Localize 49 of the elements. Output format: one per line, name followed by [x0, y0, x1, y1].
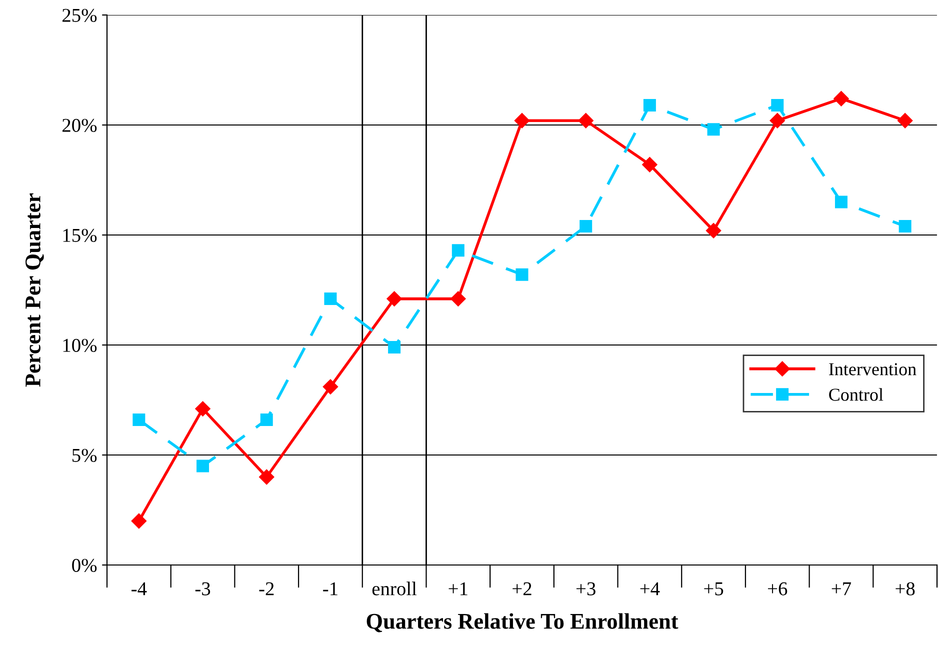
legend-label: Intervention — [829, 363, 916, 376]
point — [578, 113, 594, 128]
point — [324, 292, 337, 306]
x-tick-label: +5 — [704, 582, 724, 596]
x-tick-label: -4 — [132, 582, 147, 596]
x-tick-label: +7 — [832, 582, 852, 596]
point — [770, 113, 785, 128]
point — [196, 460, 210, 472]
point — [131, 513, 146, 529]
point — [386, 291, 402, 306]
point — [707, 123, 720, 136]
point — [260, 414, 273, 426]
x-tick-label: +3 — [576, 582, 596, 596]
point — [516, 268, 528, 281]
point — [452, 244, 464, 257]
x-tick-label: +1 — [448, 582, 468, 596]
point — [898, 113, 913, 128]
point — [322, 379, 338, 394]
point — [898, 220, 912, 232]
x-tick-label: +8 — [896, 582, 915, 596]
y-tick-label: 10% — [63, 338, 97, 352]
point — [643, 98, 656, 112]
x-tick-label: +6 — [768, 582, 788, 596]
x-tick-label: +4 — [640, 582, 660, 596]
point — [132, 414, 146, 426]
legend-label: Control — [829, 388, 884, 401]
y-tick-label: 25% — [62, 8, 97, 22]
point — [771, 98, 784, 112]
point — [259, 469, 274, 485]
point — [706, 223, 722, 238]
x-axis-title: Quarters Relative To Enrollment — [366, 613, 678, 632]
y-tick-label: 20% — [62, 118, 97, 132]
point — [514, 113, 530, 128]
point — [450, 291, 466, 306]
x-tick-label: -1 — [323, 582, 338, 596]
y-tick-label: 15% — [63, 228, 97, 242]
point — [642, 157, 658, 172]
y-axis-title: Percent Per Quarter — [26, 193, 44, 387]
point — [834, 91, 849, 106]
x-tick-label: -3 — [195, 582, 210, 596]
y-tick-label: 0% — [72, 558, 97, 572]
point — [195, 401, 210, 416]
point — [834, 196, 848, 208]
y-tick-label: 5% — [72, 448, 97, 462]
x-tick-label: +2 — [512, 582, 532, 596]
point — [388, 340, 401, 354]
x-tick-label: enroll — [372, 582, 417, 596]
point — [580, 220, 592, 232]
x-tick-label: -2 — [259, 582, 274, 596]
